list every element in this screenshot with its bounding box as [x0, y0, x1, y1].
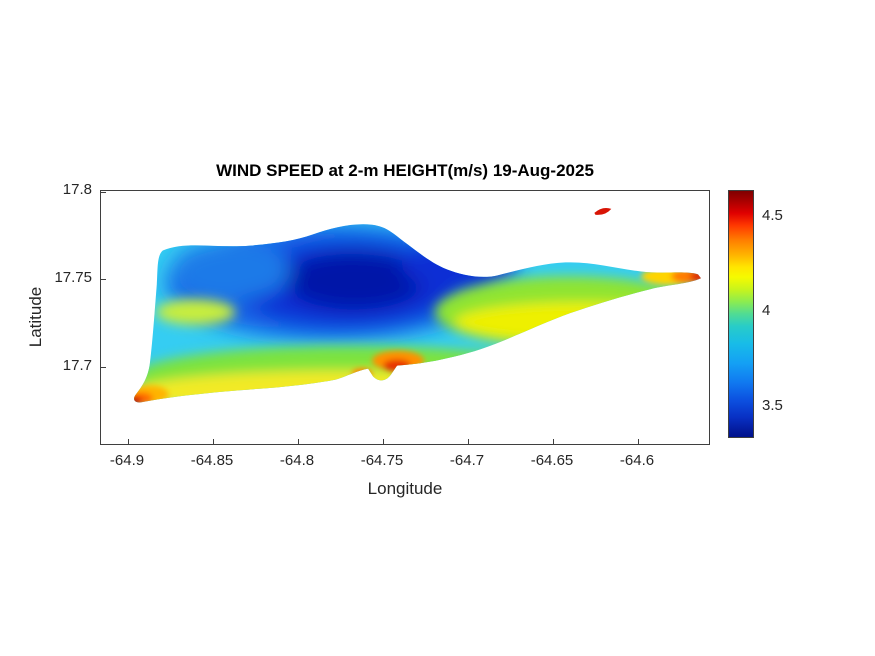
x-axis-label: Longitude — [367, 479, 443, 498]
island-fill — [134, 224, 702, 403]
x-tickmark — [128, 439, 129, 444]
plot-area — [100, 190, 710, 445]
x-tickmark — [383, 439, 384, 444]
y-tickmark — [101, 192, 106, 193]
x-tick-label: -64.85 — [190, 452, 234, 469]
colorbar-tick-label: 4.5 — [762, 207, 783, 224]
x-tick-label: -64.75 — [360, 452, 404, 469]
x-tickmark — [213, 439, 214, 444]
x-tick-label: -64.65 — [530, 452, 574, 469]
x-tick-label: -64.6 — [619, 452, 655, 469]
y-tick-label: 17.8 — [62, 181, 92, 198]
x-tick-label: -64.9 — [109, 452, 145, 469]
x-tick-label: -64.8 — [279, 452, 315, 469]
x-tick-label: -64.7 — [449, 452, 485, 469]
colorbar-tick-label: 4 — [762, 302, 771, 319]
x-tickmark — [638, 439, 639, 444]
offshore-cay-speck — [594, 207, 612, 215]
x-tickmark — [468, 439, 469, 444]
x-tickmark — [553, 439, 554, 444]
x-tickmark — [298, 439, 299, 444]
y-tick-label: 17.7 — [62, 357, 92, 374]
y-tick-label: 17.75 — [54, 269, 92, 286]
y-axis-label: Latitude — [26, 286, 45, 348]
y-tickmark — [101, 279, 106, 280]
colorbar — [728, 190, 754, 438]
y-tickmark — [101, 367, 106, 368]
low-wind-blue-region — [165, 224, 518, 340]
colorbar-tick-label: 3.5 — [762, 397, 783, 414]
chart-title: WIND SPEED at 2-m HEIGHT(m/s) 19-Aug-202… — [216, 161, 594, 180]
island-contour-map — [134, 207, 702, 403]
